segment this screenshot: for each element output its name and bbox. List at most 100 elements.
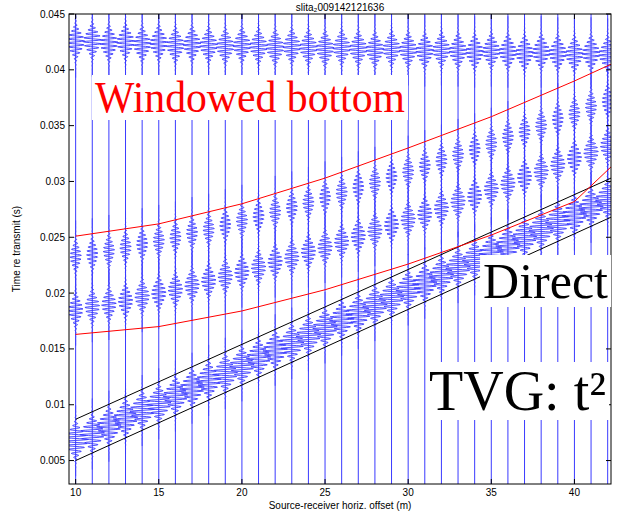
wavelet [532, 16, 550, 87]
plot-background [69, 14, 611, 484]
y-tick [69, 460, 74, 461]
wavelet [499, 16, 517, 87]
x-tick-top [241, 14, 242, 19]
y-tick-right [606, 237, 611, 238]
y-tick [69, 125, 74, 126]
wavelet [203, 194, 214, 265]
y-tick-label: 0.035 [40, 120, 65, 131]
wavelet [163, 361, 187, 432]
wavelet [369, 147, 380, 218]
y-tick [69, 293, 74, 294]
wavelet [183, 14, 201, 80]
x-tick-label: 15 [153, 487, 165, 498]
y-axis-title: Time re transmit (s) [11, 206, 22, 292]
window-line [76, 64, 611, 236]
wavelet [336, 157, 347, 228]
window-line [76, 167, 611, 334]
wavelet [432, 14, 450, 85]
x-tick [574, 479, 575, 484]
annotation: Direct [483, 253, 608, 309]
y-tick-right [606, 69, 611, 70]
wavelet [200, 14, 218, 81]
y-tick-right [606, 181, 611, 182]
wavelet [236, 185, 247, 256]
wavelet [396, 254, 420, 325]
wavelet [549, 17, 567, 88]
y-tick-label: 0.03 [46, 176, 66, 187]
annotation: TVG: t² [429, 360, 606, 422]
y-tick-label: 0.005 [40, 455, 65, 466]
x-tick [158, 479, 159, 484]
y-tick-label: 0.02 [46, 288, 66, 299]
x-tick-label: 35 [486, 487, 498, 498]
y-tick-right [606, 125, 611, 126]
x-tick-top [491, 14, 492, 19]
y-tick-label: 0.045 [40, 9, 65, 20]
x-tick-top [75, 14, 76, 19]
y-tick [69, 348, 74, 349]
y-tick-label: 0.025 [40, 232, 65, 243]
wavelet [83, 14, 101, 77]
wavelet [120, 212, 131, 283]
wavelet [552, 83, 563, 154]
wavelet [69, 14, 85, 78]
wavelet [97, 391, 121, 462]
x-tick [408, 479, 409, 484]
y-tick [69, 404, 74, 405]
wavelet [113, 383, 137, 454]
wavelet [170, 202, 181, 273]
wavelet [153, 205, 164, 276]
wavelet [150, 14, 168, 79]
x-tick [491, 479, 492, 484]
x-tick-label: 20 [236, 487, 248, 498]
plot-area [69, 14, 611, 484]
wavelet [466, 16, 484, 87]
wavelet [600, 110, 611, 181]
axes-frame [69, 14, 611, 484]
y-tick-right [606, 14, 611, 15]
x-tick-label: 10 [70, 487, 82, 498]
wavelet [599, 18, 611, 89]
x-tick-top [325, 14, 326, 19]
wavelet [286, 171, 297, 242]
wavelet [269, 176, 280, 247]
wavelet [186, 197, 197, 268]
wavelet [386, 141, 397, 212]
x-tick-top [574, 14, 575, 19]
y-tick [69, 181, 74, 182]
chart: 101520253035400.0050.010.0150.020.0250.0… [0, 0, 619, 513]
wavelet [519, 96, 530, 167]
y-tick-right [606, 348, 611, 349]
x-tick [325, 479, 326, 484]
window-line [76, 217, 611, 460]
wavelet [87, 218, 98, 289]
wavelet [233, 14, 251, 81]
wavelet [416, 15, 434, 86]
wavelet [319, 161, 330, 232]
annotations: Windowed bottom Direct TVG: t² [92, 73, 611, 422]
wavelet [329, 284, 353, 355]
wavelet [216, 14, 234, 82]
wavelet [253, 180, 264, 251]
wavelet [283, 14, 301, 82]
y-tick-label: 0.01 [46, 399, 66, 410]
y-tick [69, 14, 74, 15]
wavelet [535, 90, 546, 161]
x-tick-label: 30 [403, 487, 415, 498]
x-tick-label: 25 [319, 487, 331, 498]
wavelet [100, 14, 118, 79]
y-tick [69, 237, 74, 238]
wavelet [602, 65, 611, 136]
wavelet [103, 215, 114, 286]
title: slita₂009142121636 [296, 2, 385, 13]
x-tick-top [408, 14, 409, 19]
wavelet [582, 17, 600, 88]
wavelet [353, 151, 364, 222]
wavelet [446, 232, 470, 303]
annotation: Windowed bottom [95, 73, 405, 122]
wavelet [133, 14, 151, 80]
wavelet [449, 15, 467, 86]
y-tick-right [606, 460, 611, 461]
wavelet [303, 167, 314, 238]
y-tick [69, 69, 74, 70]
